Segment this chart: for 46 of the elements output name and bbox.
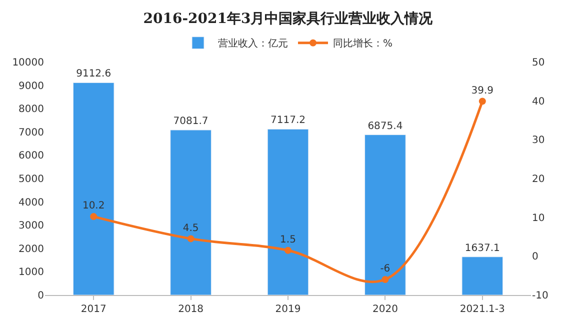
y-tick-label: 8000 bbox=[18, 104, 44, 116]
data-label: 10.2 bbox=[82, 200, 105, 212]
data-label: 7081.7 bbox=[173, 116, 208, 127]
bar bbox=[462, 256, 504, 295]
y-tick-label: 3000 bbox=[18, 220, 44, 232]
y-tick-label: 6000 bbox=[18, 150, 44, 162]
y2-tick-label: 30 bbox=[532, 135, 545, 146]
y2-tick-label: 20 bbox=[532, 174, 545, 185]
y2-tick-label: 40 bbox=[532, 96, 545, 108]
y2-tick-label: 0 bbox=[532, 252, 538, 263]
data-label: 1637.1 bbox=[464, 242, 500, 254]
x-tick-label: 2017 bbox=[80, 304, 106, 315]
y2-tick-label: 50 bbox=[532, 58, 545, 68]
data-label: 6875.4 bbox=[368, 120, 403, 132]
y2-tick-label: -10 bbox=[532, 290, 548, 302]
y-tick-label: 9000 bbox=[18, 80, 44, 92]
data-label: 7117.2 bbox=[270, 115, 306, 126]
bar bbox=[72, 82, 114, 295]
point bbox=[382, 276, 389, 283]
y2-tick-label: 10 bbox=[532, 212, 545, 224]
y-tick-label: 5000 bbox=[18, 174, 44, 185]
y-tick-label: 10000 bbox=[12, 58, 44, 68]
point bbox=[478, 98, 486, 105]
data-label: 4.5 bbox=[182, 222, 199, 234]
point bbox=[90, 213, 98, 220]
bar bbox=[170, 130, 212, 295]
bar bbox=[267, 128, 309, 295]
point bbox=[187, 235, 194, 242]
data-label: 39.9 bbox=[471, 85, 494, 96]
data-label: -6 bbox=[380, 264, 390, 275]
x-tick-label: 2018 bbox=[178, 304, 204, 315]
x-tick-label: 2020 bbox=[372, 304, 398, 315]
legend-label: 同比增长：% bbox=[333, 38, 393, 50]
point bbox=[284, 246, 292, 254]
y-tick-label: 4000 bbox=[18, 197, 44, 208]
bar bbox=[364, 134, 406, 295]
x-tick-label: 2021.1-3 bbox=[460, 304, 505, 315]
y-tick-label: 2000 bbox=[18, 244, 44, 255]
y-tick-label: 7000 bbox=[18, 127, 44, 138]
chart-title: 2016-2021年3月中国家具行业营业收入情况 bbox=[143, 10, 434, 27]
data-label: 9112.6 bbox=[76, 68, 112, 80]
y-tick-label: 1000 bbox=[18, 267, 44, 278]
y-tick-label: 0 bbox=[38, 290, 44, 302]
x-tick-label: 2019 bbox=[275, 304, 301, 315]
data-label: 1.5 bbox=[280, 234, 296, 246]
legend-label: 营业收入：亿元 bbox=[218, 38, 288, 50]
